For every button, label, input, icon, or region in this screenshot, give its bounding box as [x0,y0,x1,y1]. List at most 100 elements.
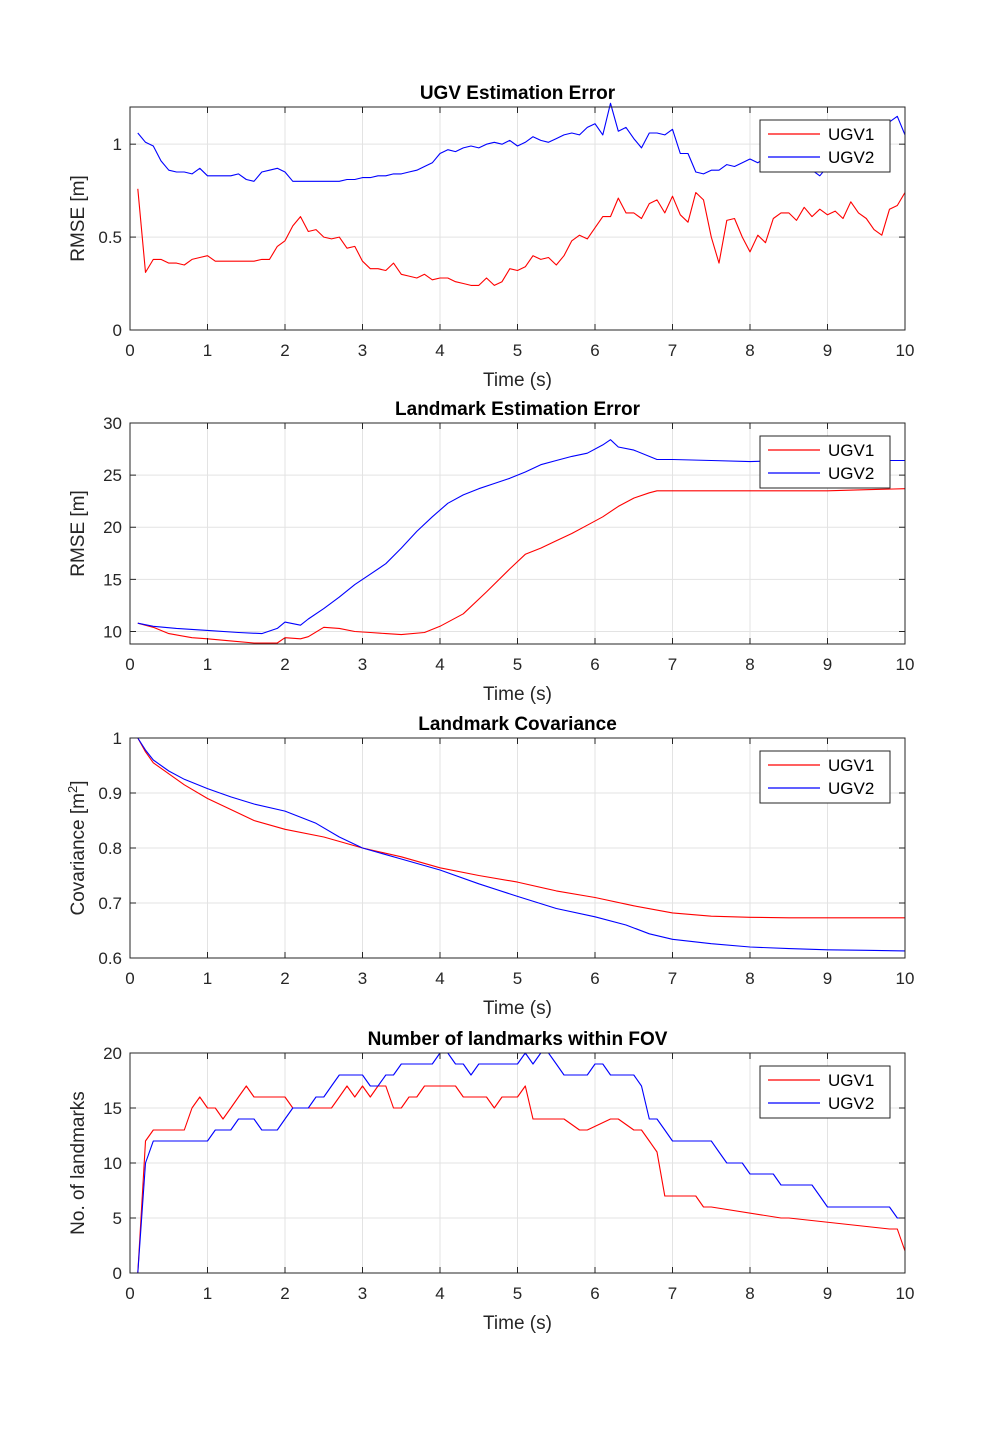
x-tick-label: 0 [125,969,134,988]
x-tick-label: 0 [125,1284,134,1303]
y-axis-label: RMSE [m] [68,490,89,577]
legend-label-ugv2: UGV2 [828,779,874,798]
legend-box [759,119,891,173]
x-axis-label: Time (s) [483,684,552,705]
x-tick-label: 2 [280,341,289,360]
chart-2: 0 1 2 3 4 5 6 7 8 9 10 10 15 20 25 30 Landmark Estimatio… [68,399,914,705]
chart-title: Landmark Estimation Error [395,399,641,420]
legend: UGV1 UGV2 [759,750,891,804]
x-tick-label: 1 [203,655,212,674]
series-line-ugv2 [137,737,906,952]
chart-title: UGV Estimation Error [420,83,616,104]
x-axis-label: Time (s) [483,998,552,1019]
legend-label-ugv1: UGV1 [828,441,874,460]
chart-title: Number of landmarks within FOV [368,1029,668,1050]
chart-title: Landmark Covariance [418,714,617,735]
x-tick-label: 8 [745,969,754,988]
x-tick-label: 7 [668,969,677,988]
x-tick-label: 5 [513,341,522,360]
y-tick-label: 1 [113,135,122,154]
y-tick-label: 0 [113,1264,122,1283]
y-tick-label: 0.6 [98,949,122,968]
series-line-ugv1 [137,1085,906,1274]
x-tick-label: 7 [668,341,677,360]
x-tick-label: 0 [125,341,134,360]
x-tick-label: 1 [203,969,212,988]
y-tick-label: 10 [103,1154,122,1173]
y-tick-label: 15 [103,570,122,589]
x-tick-label: 3 [358,969,367,988]
y-tick-label: 1 [113,729,122,748]
x-tick-label: 5 [513,969,522,988]
x-tick-label: 0 [125,655,134,674]
series-line-ugv1 [137,737,905,919]
x-tick-label: 4 [435,655,444,674]
legend: UGV1 UGV2 [759,1065,891,1119]
x-tick-label: 8 [745,341,754,360]
x-tick-label: 9 [823,655,832,674]
x-tick-label: 9 [823,1284,832,1303]
x-axis-label: Time (s) [483,1313,552,1334]
y-tick-label: 0.7 [98,894,122,913]
legend-label-ugv2: UGV2 [828,148,874,167]
x-tick-label: 3 [358,655,367,674]
y-tick-label: 0.8 [98,839,122,858]
y-tick-label: 30 [103,414,122,433]
legend: UGV1 UGV2 [759,435,891,489]
x-tick-label: 10 [896,341,915,360]
x-tick-label: 7 [668,655,677,674]
x-tick-label: 7 [668,1284,677,1303]
legend-label-ugv1: UGV1 [828,125,874,144]
y-tick-label: 5 [113,1209,122,1228]
x-tick-label: 4 [435,341,444,360]
x-tick-label: 10 [896,655,915,674]
legend-label-ugv2: UGV2 [828,1094,874,1113]
x-tick-label: 2 [280,1284,289,1303]
y-axis-label: RMSE [m] [68,175,89,262]
y-tick-label: 25 [103,466,122,485]
legend-label-ugv1: UGV1 [828,1071,874,1090]
x-tick-label: 1 [203,341,212,360]
chart-4: 0 1 2 3 4 5 6 7 8 9 10 0 5 10 15 20 Number of landmarks … [68,1029,914,1334]
chart-3: 0 1 2 3 4 5 6 7 8 9 10 0.6 0.7 0.8 0.9 1 Landmark Covari… [65,714,915,1019]
y-tick-label: 20 [103,518,122,537]
y-tick-label: 20 [103,1044,122,1063]
legend-label-ugv1: UGV1 [828,756,874,775]
y-axis-label-suffix: ] [68,780,89,785]
y-axis-label: Covariance [m2] [65,780,90,915]
x-tick-label: 4 [435,1284,444,1303]
x-tick-label: 2 [280,969,289,988]
series-line-ugv2 [137,1052,905,1274]
x-tick-label: 8 [745,655,754,674]
chart-1: 0 1 2 3 4 5 6 7 8 9 10 0 0.5 1 UGV Estimation Error Tim… [68,83,914,391]
x-tick-label: 3 [358,341,367,360]
legend-box [759,435,891,489]
x-tick-label: 6 [590,341,599,360]
y-tick-label: 0.9 [98,784,122,803]
y-axis-label: No. of landmarks [68,1091,89,1235]
legend-label-ugv2: UGV2 [828,464,874,483]
x-tick-label: 6 [590,655,599,674]
x-tick-label: 10 [896,1284,915,1303]
y-tick-label: 15 [103,1099,122,1118]
x-tick-label: 10 [896,969,915,988]
x-tick-label: 6 [590,969,599,988]
x-tick-label: 8 [745,1284,754,1303]
x-tick-label: 6 [590,1284,599,1303]
x-tick-label: 9 [823,341,832,360]
x-tick-label: 3 [358,1284,367,1303]
x-tick-label: 4 [435,969,444,988]
x-tick-label: 2 [280,655,289,674]
legend-box [759,1065,891,1119]
y-axis-label-superscript: 2 [65,786,80,793]
y-tick-label: 0.5 [98,228,122,247]
y-tick-label: 10 [103,622,122,641]
series-line-ugv1 [137,488,906,644]
legend-box [759,750,891,804]
x-tick-label: 5 [513,1284,522,1303]
series-line-ugv1 [137,188,906,286]
x-tick-label: 9 [823,969,832,988]
x-axis-label: Time (s) [483,370,552,391]
